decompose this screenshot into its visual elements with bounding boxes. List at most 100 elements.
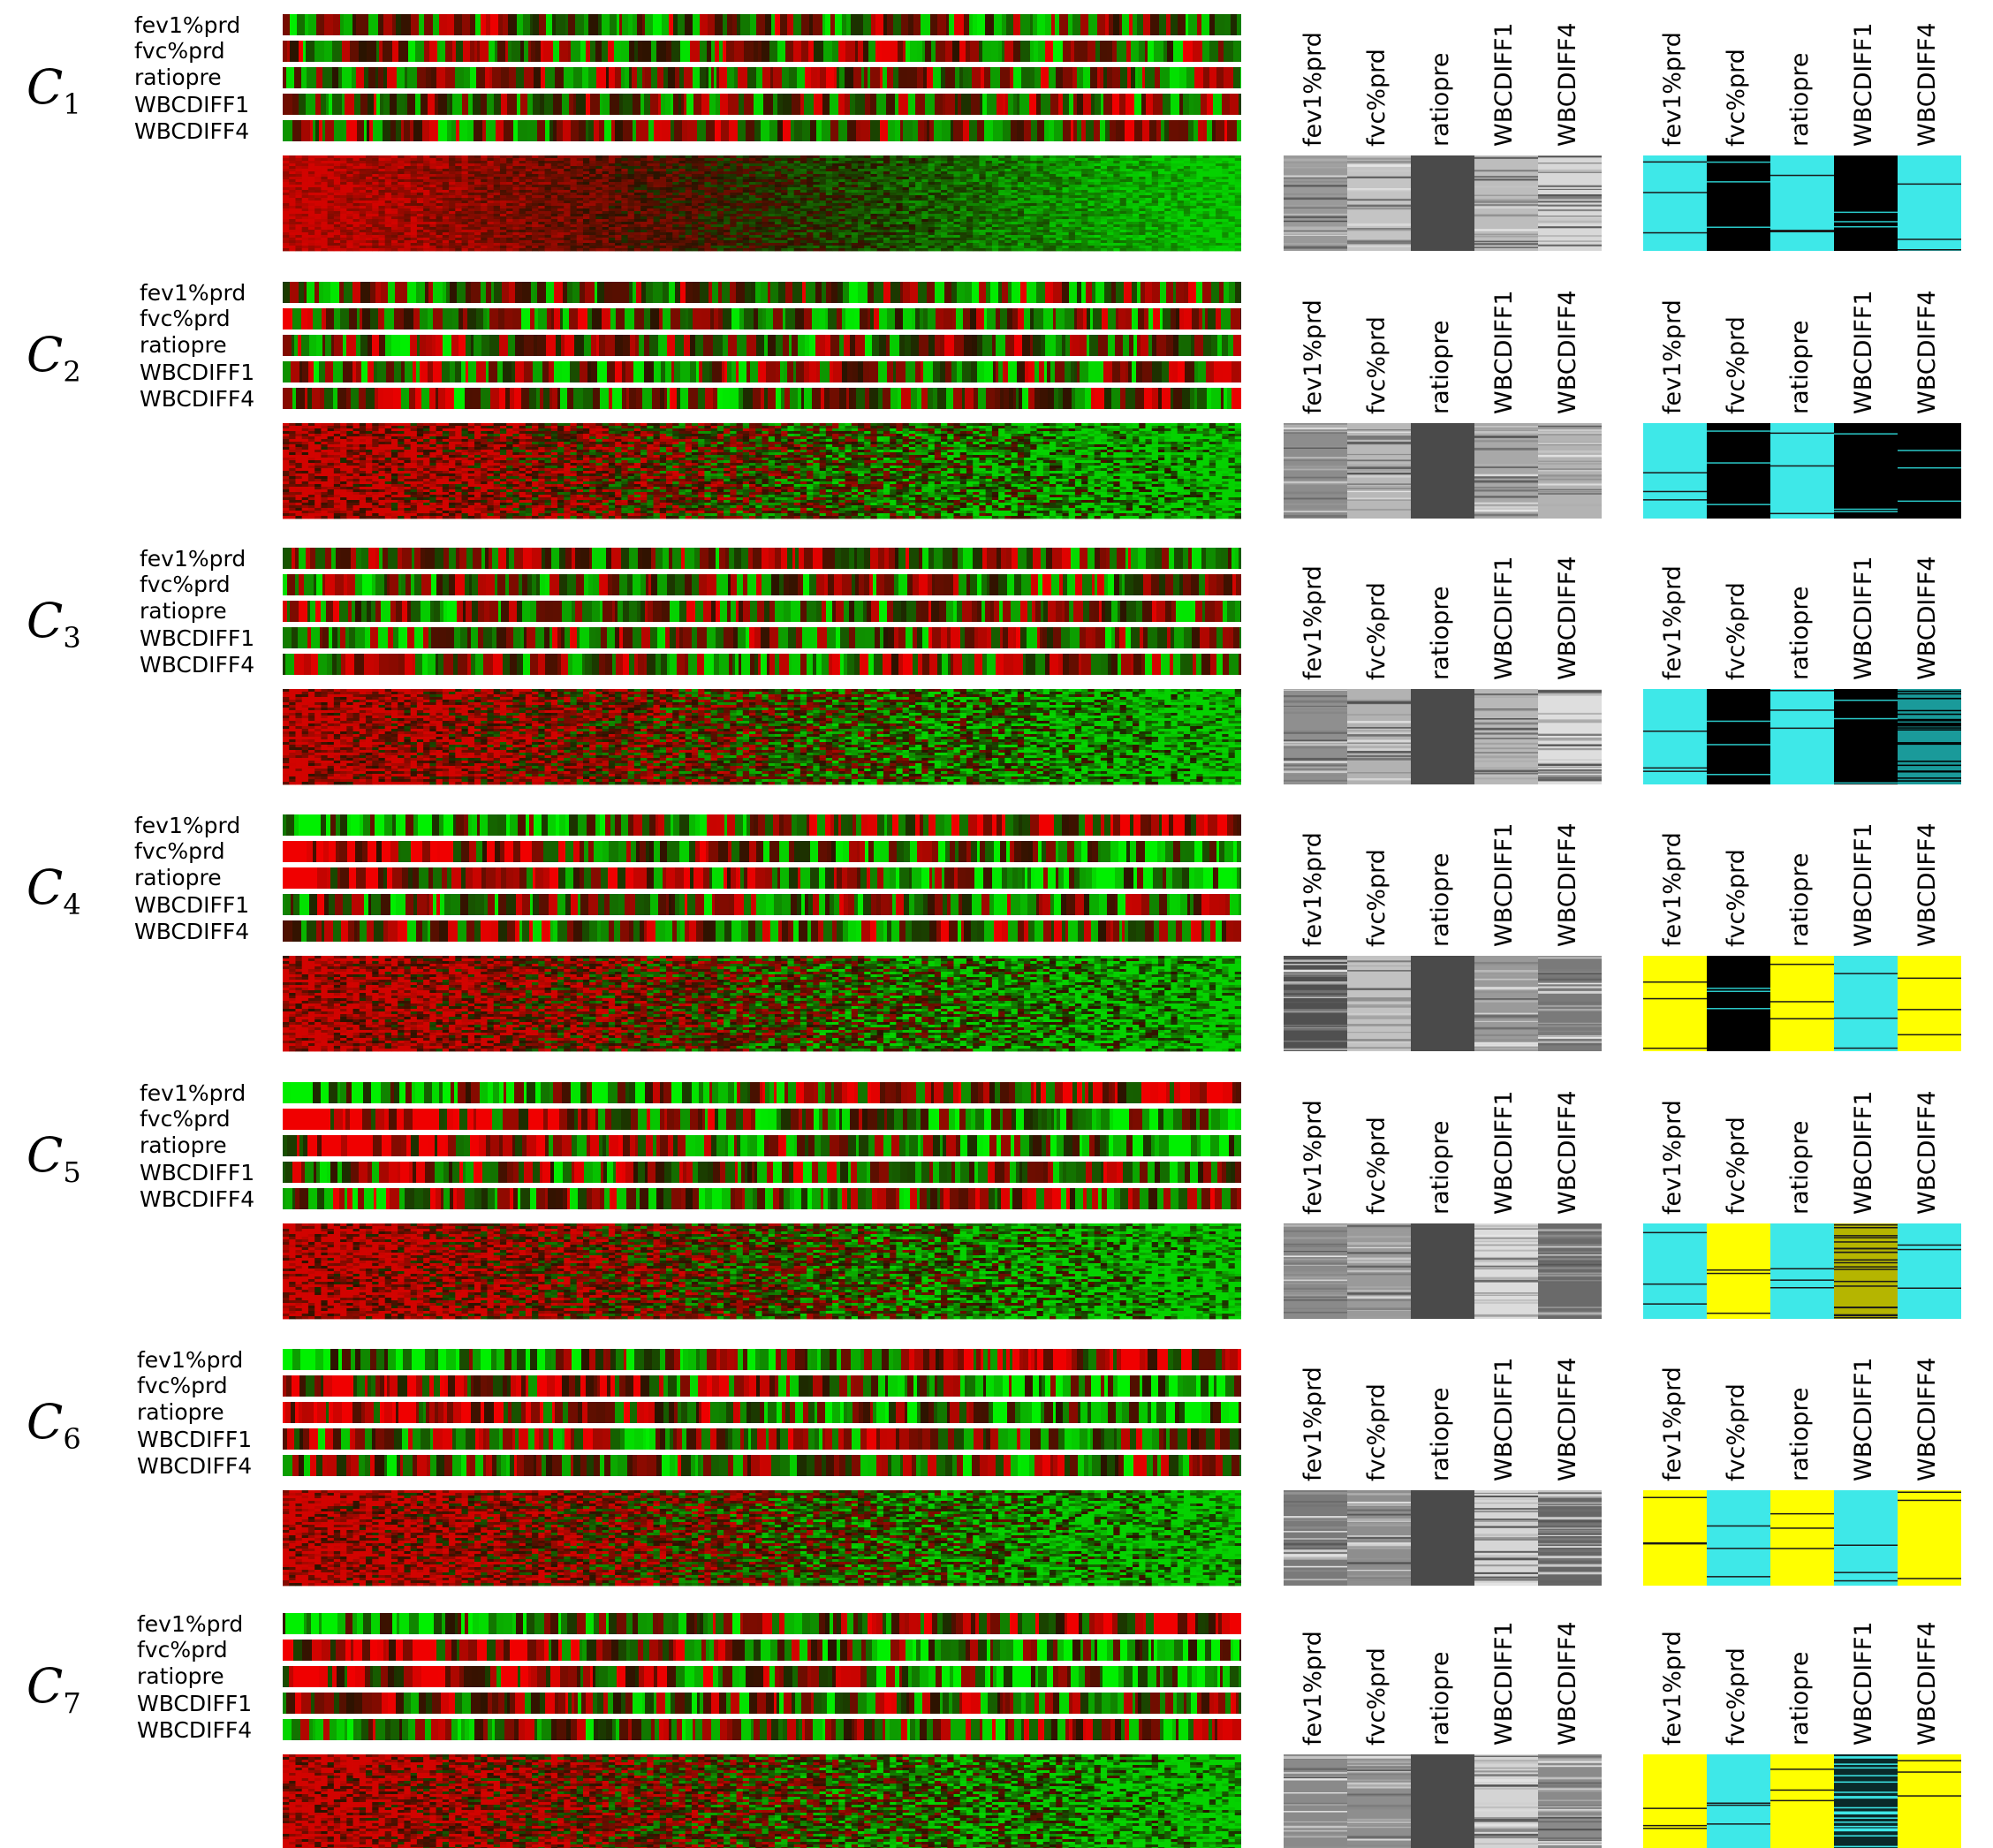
heatmap-cell [678, 198, 686, 201]
heatmap-cell [429, 214, 436, 217]
heatmap-cell [384, 182, 392, 186]
heatmap-cell [307, 198, 315, 201]
heatmap-cell [1133, 227, 1140, 231]
heatmap-cell [398, 201, 405, 204]
heatmap-cell [1094, 158, 1102, 162]
heatmap-cell [436, 206, 443, 209]
heatmap-cell [1087, 227, 1095, 231]
heatmap-cell [1202, 193, 1210, 196]
heatmap-cell [283, 219, 290, 223]
heatmap-cell [755, 177, 762, 180]
heatmap-cell [742, 219, 750, 223]
heatmap-stripe-cell [898, 67, 907, 88]
heatmap-cell [1056, 174, 1063, 178]
heatmap-stripe-cell [598, 14, 602, 35]
heatmap-cell [710, 206, 718, 209]
heatmap-cell [410, 163, 418, 167]
heatmap-cell [582, 219, 590, 223]
heatmap-stripe-cell [527, 120, 537, 141]
heatmap-cell [455, 195, 462, 199]
heatmap-cell [1024, 177, 1031, 180]
heatmap-cell [762, 163, 769, 167]
heatmap-stripe-cell [814, 94, 822, 115]
heatmap-stripe-cell [367, 120, 369, 141]
heatmap-cell [384, 190, 392, 193]
heatmap-cell [416, 187, 424, 191]
heatmap-cell [755, 190, 762, 193]
heatmap-cell [582, 174, 590, 178]
heatmap-cell [704, 208, 712, 212]
heatmap-cell [1068, 198, 1076, 201]
heatmap-cell [1011, 227, 1019, 231]
heatmap-cell [724, 190, 731, 193]
heatmap-cell [1177, 193, 1185, 196]
heatmap-cell [774, 198, 782, 201]
heatmap-cell [762, 190, 769, 193]
heatmap-cell [1228, 224, 1236, 228]
heatmap-cell [340, 161, 347, 164]
heatmap-cell [1234, 185, 1241, 188]
heatmap-cell [564, 206, 571, 209]
heatmap-cell [532, 206, 539, 209]
heatmap-cell [825, 179, 833, 183]
heatmap-cell [570, 214, 578, 217]
heatmap-stripe-cell [474, 120, 482, 141]
heatmap-cell [934, 195, 942, 199]
heatmap-cell [704, 206, 712, 209]
heatmap-cell [1030, 171, 1037, 175]
heatmap-cell [410, 198, 418, 201]
heatmap-cell [1087, 187, 1095, 191]
heatmap-cell [742, 169, 750, 172]
heatmap-cell [832, 166, 839, 170]
heatmap-cell [378, 195, 386, 199]
heatmap-cell [742, 185, 750, 188]
heatmap-cell [423, 216, 430, 220]
heatmap-cell [1151, 174, 1159, 178]
heatmap-cell [455, 227, 462, 231]
heatmap-cell [398, 155, 405, 159]
heatmap-cell [493, 179, 501, 183]
heatmap-stripe-cell [777, 120, 783, 141]
heatmap-stripe-cell [376, 94, 380, 115]
heatmap-stripe-cell [1005, 94, 1008, 115]
heatmap-cell [352, 195, 360, 199]
heatmap-cell [333, 179, 341, 183]
heatmap-cell [321, 222, 329, 225]
heatmap-cell [602, 185, 610, 188]
heatmap-cell [416, 230, 424, 233]
heatmap-cell [768, 177, 776, 180]
heatmap-cell [307, 161, 315, 164]
heatmap-stripe-cell [540, 94, 544, 115]
heatmap-stripe-cell [783, 120, 791, 141]
heatmap-cell [608, 190, 616, 193]
heatmap-cell [340, 187, 347, 191]
heatmap-cell [532, 211, 539, 215]
heatmap-stripe-cell [307, 67, 316, 88]
heatmap-stripe-cell [943, 94, 945, 115]
heatmap-cell [582, 224, 590, 228]
heatmap-cell [449, 201, 456, 204]
heatmap-cell [799, 216, 807, 220]
heatmap-cell [532, 203, 539, 207]
heatmap-cell [825, 177, 833, 180]
heatmap-cell [1151, 177, 1159, 180]
heatmap-cell [666, 187, 673, 191]
heatmap-cell [1209, 211, 1216, 215]
heatmap-cell [685, 190, 693, 193]
heatmap-cell [346, 158, 353, 162]
heatmap-cell [973, 163, 980, 167]
heatmap-cell [807, 158, 814, 162]
heatmap-cell [576, 195, 584, 199]
heatmap-stripe-cell [977, 120, 984, 141]
heatmap-cell [921, 219, 928, 223]
heatmap-cell [1209, 161, 1216, 164]
heatmap-cell [774, 171, 782, 175]
heatmap-cell [774, 208, 782, 212]
heatmap-cell [653, 227, 661, 231]
heatmap-cell [1004, 222, 1012, 225]
heatmap-cell [941, 174, 948, 178]
heatmap-cell [781, 171, 788, 175]
heatmap-cell [1107, 174, 1114, 178]
heatmap-cell [832, 195, 839, 199]
heatmap-cell [487, 190, 495, 193]
